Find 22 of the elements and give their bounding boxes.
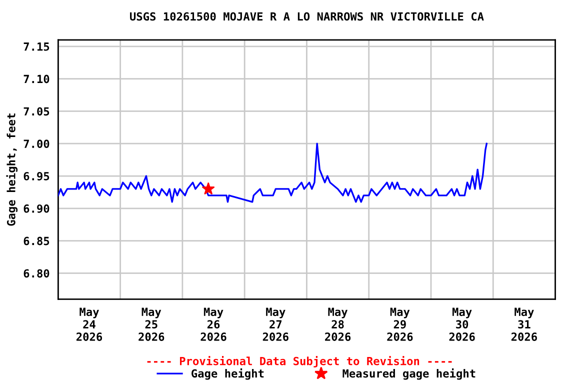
y-tick-label: 6.85 [24,236,50,246]
x-tick-label: May 28 2026 [325,308,351,341]
line-series [58,142,488,203]
legend-label: Gage height [192,368,264,380]
x-tick-label: May 29 2026 [387,308,413,341]
x-tick-label: May 27 2026 [262,308,288,341]
chart-title: USGS 10261500 MOJAVE R A LO NARROWS NR VICTORVILLE CA [130,12,484,21]
y-tick-label: 7.00 [24,140,50,148]
y-tick-label: 7.10 [24,74,50,84]
y-axis-title: Gage height, feet [6,114,18,226]
y-tick-label: 6.90 [24,204,50,213]
x-tick-label: May 25 2026 [138,308,164,341]
y-tick-label: 7.05 [24,107,50,116]
x-tick-label: May 26 2026 [200,308,226,341]
text: ---- Provisional Data Subject to Revision ---- [147,356,452,368]
y-tick-label: 6.80 [24,269,50,278]
x-tick-label: May 31 2026 [511,308,537,341]
y-tick-label: 6.95 [24,172,50,180]
x-tick-label: May 24 2026 [76,308,102,341]
y-tick-label: 7.15 [24,42,50,51]
legend-label: Measured gage height [342,368,476,380]
x-tick-label: May 30 2026 [449,308,475,341]
